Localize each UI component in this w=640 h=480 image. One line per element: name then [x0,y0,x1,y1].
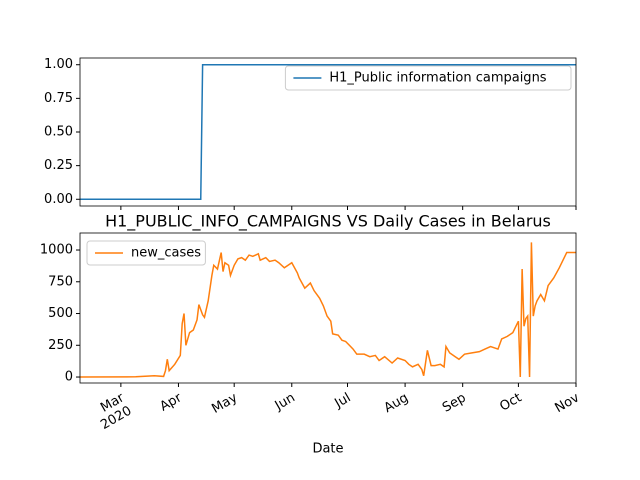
y-tick-label: 750 [48,274,73,289]
legend-box [86,240,206,266]
y-tick-label: 1.00 [44,57,73,72]
y-tick-label: 0.75 [44,91,73,106]
legend-box [284,65,572,91]
x-tick-label: Jun [272,390,298,414]
y-tick-label: 500 [48,306,73,321]
y-tick-label: 0.50 [44,125,73,140]
x-tick-label: Nov [552,390,582,416]
y-tick-label: 250 [48,338,73,353]
x-tick-label: Sep [440,390,469,415]
x-tick-label: Jul [331,390,353,411]
x-tick-label: Oct [497,390,524,414]
data-line [79,242,576,378]
y-tick-label: 0.25 [44,158,73,173]
data-line [80,63,576,201]
legend-label: H1_Public information campaigns [329,71,546,86]
x-tick-label: Mar2020 [90,390,134,433]
y-tick-label: 0.00 [44,192,73,207]
x-tick-label: Aug [381,390,410,416]
x-tick-label: May [209,390,240,417]
x-tick-label: Apr [157,390,185,415]
chart-title: H1_PUBLIC_INFO_CAMPAIGNS VS Daily Cases … [105,212,551,232]
legend-label: new_cases [131,246,201,261]
x-axis-label: Date [312,442,343,457]
axes-frame [79,57,577,207]
y-tick-label: 1000 [40,243,73,258]
y-tick-label: 0 [65,370,73,385]
axes-frame [79,232,577,384]
